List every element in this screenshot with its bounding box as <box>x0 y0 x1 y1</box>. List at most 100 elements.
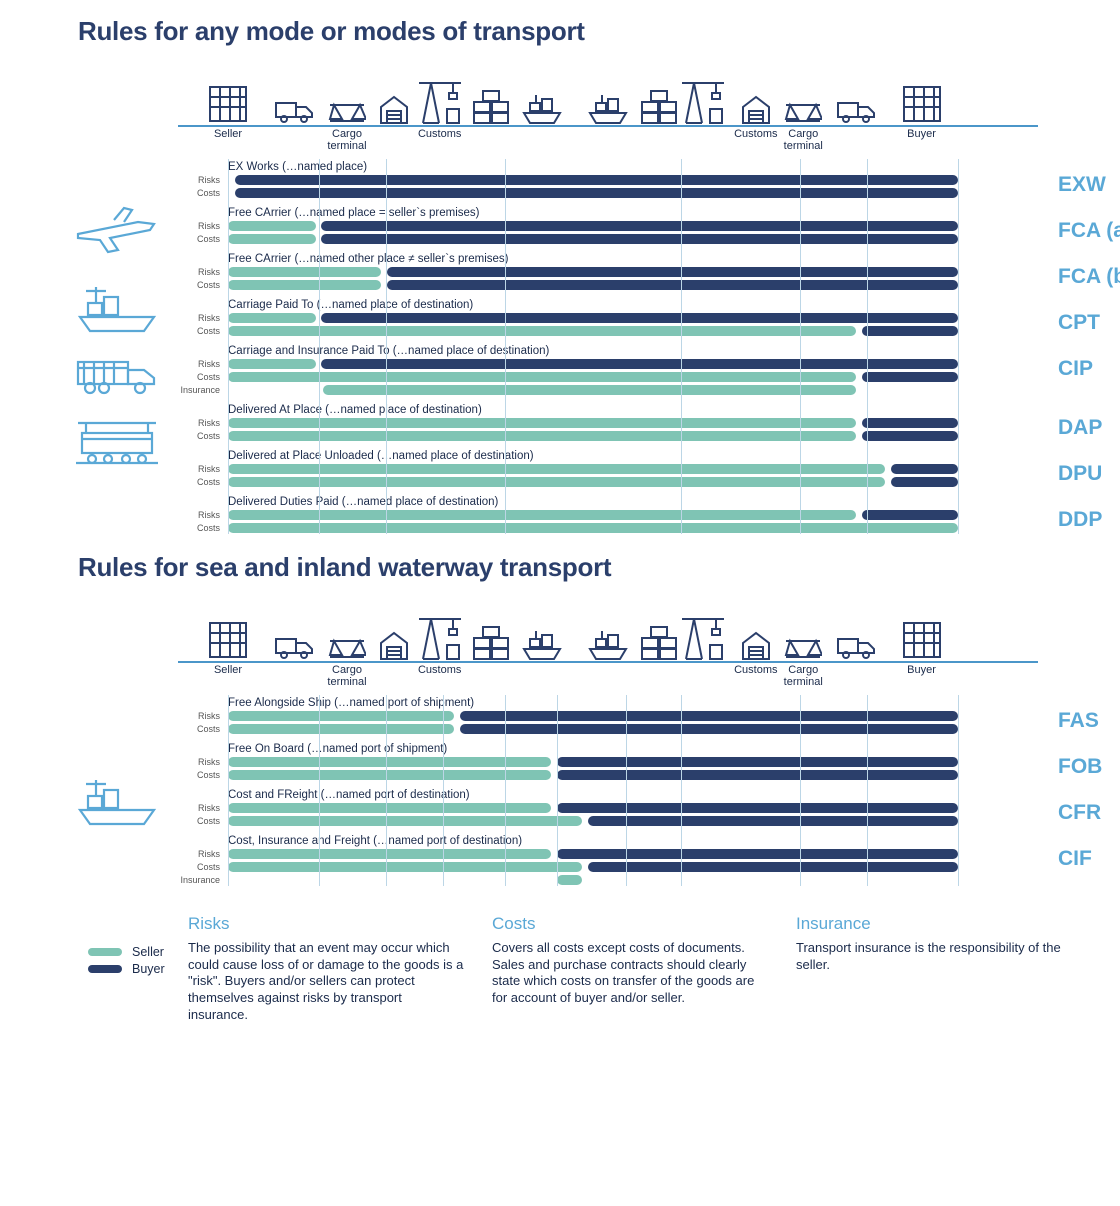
bar-costs: Costs <box>178 770 1038 781</box>
bar-costs: Costs <box>178 477 1038 488</box>
term-cpt: Carriage Paid To (…named place of destin… <box>178 297 1038 337</box>
term-code: DAP <box>1058 416 1120 440</box>
term-code: DDP <box>1058 508 1120 532</box>
term-code: FCA (a) <box>1058 219 1120 243</box>
chart-body: Free Alongside Ship (…named port of ship… <box>178 695 1038 886</box>
gridline <box>557 695 558 886</box>
truck-mode-icon <box>74 356 164 401</box>
bar-risks: Risks <box>178 803 1038 814</box>
ramp-station-icon <box>783 79 823 125</box>
term-code: CFR <box>1058 801 1120 825</box>
ship-mode-icon <box>74 277 164 338</box>
seg-seller <box>228 359 316 369</box>
seg-seller <box>557 875 583 885</box>
bar-costs: Costs <box>178 188 1038 199</box>
seg-seller <box>228 724 454 734</box>
truck-station-icon <box>273 615 315 661</box>
bar-insurance: Insurance <box>178 875 1038 886</box>
legend-buyer: Buyer <box>88 962 188 976</box>
seg-seller <box>228 862 582 872</box>
station-label: Cargoterminal <box>317 129 377 153</box>
station-labels: SellerCargoterminalCustomsCustomsCargote… <box>178 127 1038 153</box>
gridline <box>228 159 229 534</box>
term-title: Cost, Insurance and Freight (…named port… <box>228 835 1038 847</box>
bar-risks: Risks <box>178 313 1038 324</box>
term-exw: EX Works (…named place)RisksCostsEXW <box>178 159 1038 199</box>
note-costs: CostsCovers all costs except costs of do… <box>492 914 768 1023</box>
color-legend: Seller Buyer <box>18 914 188 1023</box>
bar-risks: Risks <box>178 510 1038 521</box>
crane-station-icon <box>678 79 728 125</box>
note-insurance: InsuranceTransport insurance is the resp… <box>796 914 1072 1023</box>
bar-risks: Risks <box>178 359 1038 370</box>
gridline <box>626 695 627 886</box>
term-title: Cost and FReight (…named port of destina… <box>228 789 1038 801</box>
gridline <box>443 695 444 886</box>
seg-buyer <box>557 803 958 813</box>
term-cip: Carriage and Insurance Paid To (…named p… <box>178 343 1038 396</box>
warehouse-station-icon <box>740 615 772 661</box>
seg-buyer <box>862 326 958 336</box>
chart-body: EX Works (…named place)RisksCostsEXW Free… <box>178 159 1038 534</box>
seg-seller <box>228 770 551 780</box>
gridline <box>319 159 320 534</box>
crane-station-icon <box>415 615 465 661</box>
seg-seller <box>228 803 551 813</box>
boxes-station-icon <box>638 615 680 661</box>
term-fcaa: Free CArrier (…named place = seller`s pr… <box>178 205 1038 245</box>
ship-mode-icon <box>74 770 164 831</box>
seg-seller <box>228 477 885 487</box>
bar-costs: Costs <box>178 280 1038 291</box>
swatch-buyer <box>88 965 122 973</box>
term-title: Carriage Paid To (…named place of destin… <box>228 299 1038 311</box>
seg-seller <box>228 431 856 441</box>
term-code: FAS <box>1058 709 1120 733</box>
boxes-station-icon <box>470 615 512 661</box>
stations-header <box>178 597 1038 663</box>
term-code: FCA (b) <box>1058 265 1120 289</box>
seg-seller <box>228 313 316 323</box>
warehouse-station-icon <box>378 615 410 661</box>
term-title: Carriage and Insurance Paid To (…named p… <box>228 345 1038 357</box>
term-title: EX Works (…named place) <box>228 161 1038 173</box>
seg-buyer <box>387 267 958 277</box>
stations-header <box>178 61 1038 127</box>
legend-seller: Seller <box>88 945 188 959</box>
station-label: Buyer <box>892 665 952 677</box>
legend-notes: Seller Buyer RisksThe possibility that a… <box>18 914 1102 1023</box>
building-station-icon <box>897 615 947 661</box>
plane-mode-icon <box>74 204 164 259</box>
bar-costs: Costs <box>178 816 1038 827</box>
section2-chart: SellerCargoterminalCustomsCustomsCargote… <box>178 597 1038 886</box>
term-cif: Cost, Insurance and Freight (…named port… <box>178 833 1038 886</box>
ship-station-icon <box>519 615 565 661</box>
gridline <box>681 695 682 886</box>
seg-seller <box>323 385 856 395</box>
gridline <box>958 159 959 534</box>
seg-buyer <box>557 849 958 859</box>
term-title: Free On Board (…named port of shipment) <box>228 743 1038 755</box>
building-station-icon <box>897 79 947 125</box>
term-title: Free CArrier (…named place = seller`s pr… <box>228 207 1038 219</box>
truck-station-icon <box>835 79 877 125</box>
ship-station-icon <box>585 615 631 661</box>
seg-seller <box>228 510 856 520</box>
boxes-station-icon <box>470 79 512 125</box>
seg-buyer <box>387 280 958 290</box>
term-fob: Free On Board (…named port of shipment)R… <box>178 741 1038 781</box>
term-title: Delivered Duties Paid (…named place of d… <box>228 496 1038 508</box>
section2-title: Rules for sea and inland waterway transp… <box>78 552 1102 583</box>
warehouse-station-icon <box>740 79 772 125</box>
seg-buyer <box>557 770 958 780</box>
gridline <box>867 159 868 534</box>
seg-seller <box>228 221 316 231</box>
gridline <box>800 695 801 886</box>
gridline <box>228 695 229 886</box>
section-sea: Rules for sea and inland waterway transp… <box>18 552 1102 886</box>
section1-title: Rules for any mode or modes of transport <box>78 16 1102 47</box>
seg-seller <box>228 816 582 826</box>
term-title: Delivered at Place Unloaded (…named plac… <box>228 450 1038 462</box>
seg-seller <box>228 326 856 336</box>
bar-insurance: Insurance <box>178 385 1038 396</box>
gridline <box>681 159 682 534</box>
